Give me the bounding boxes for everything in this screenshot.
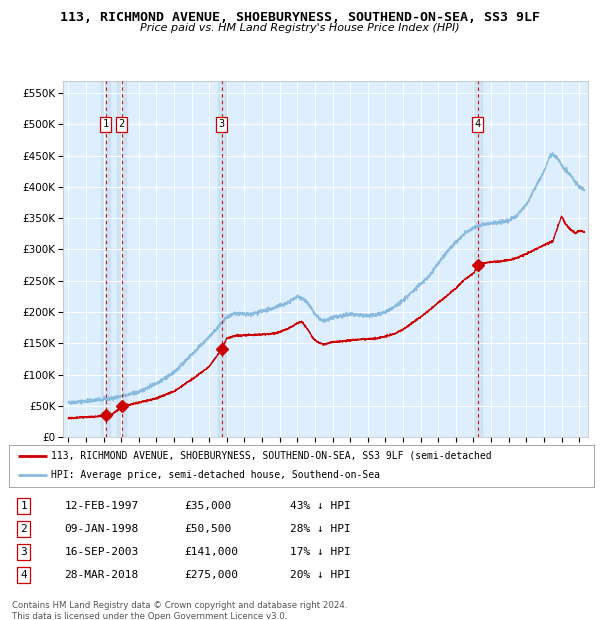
Bar	[118, 81, 126, 437]
Text: 1: 1	[103, 120, 109, 130]
Bar	[101, 81, 110, 437]
Text: 3: 3	[219, 120, 225, 130]
Text: 12-FEB-1997: 12-FEB-1997	[65, 501, 139, 511]
Text: £50,500: £50,500	[185, 524, 232, 534]
Bar	[218, 81, 226, 437]
Bar	[473, 81, 482, 437]
Text: 2: 2	[119, 120, 125, 130]
Text: 113, RICHMOND AVENUE, SHOEBURYNESS, SOUTHEND-ON-SEA, SS3 9LF (semi-detached: 113, RICHMOND AVENUE, SHOEBURYNESS, SOUT…	[51, 451, 492, 461]
Text: 113, RICHMOND AVENUE, SHOEBURYNESS, SOUTHEND-ON-SEA, SS3 9LF: 113, RICHMOND AVENUE, SHOEBURYNESS, SOUT…	[60, 11, 540, 24]
Text: £35,000: £35,000	[185, 501, 232, 511]
Text: 1: 1	[20, 501, 27, 511]
Text: 43% ↓ HPI: 43% ↓ HPI	[290, 501, 350, 511]
Text: 2: 2	[20, 524, 27, 534]
Text: 28% ↓ HPI: 28% ↓ HPI	[290, 524, 350, 534]
Text: 4: 4	[475, 120, 481, 130]
Text: 3: 3	[20, 547, 27, 557]
Text: 4: 4	[20, 570, 27, 580]
Text: 16-SEP-2003: 16-SEP-2003	[65, 547, 139, 557]
Text: 20% ↓ HPI: 20% ↓ HPI	[290, 570, 350, 580]
Text: Contains HM Land Registry data © Crown copyright and database right 2024.
This d: Contains HM Land Registry data © Crown c…	[12, 601, 347, 620]
Text: £141,000: £141,000	[185, 547, 239, 557]
Text: HPI: Average price, semi-detached house, Southend-on-Sea: HPI: Average price, semi-detached house,…	[51, 471, 380, 480]
Text: £275,000: £275,000	[185, 570, 239, 580]
Text: 28-MAR-2018: 28-MAR-2018	[65, 570, 139, 580]
Text: 17% ↓ HPI: 17% ↓ HPI	[290, 547, 350, 557]
Text: 09-JAN-1998: 09-JAN-1998	[65, 524, 139, 534]
Text: Price paid vs. HM Land Registry's House Price Index (HPI): Price paid vs. HM Land Registry's House …	[140, 23, 460, 33]
